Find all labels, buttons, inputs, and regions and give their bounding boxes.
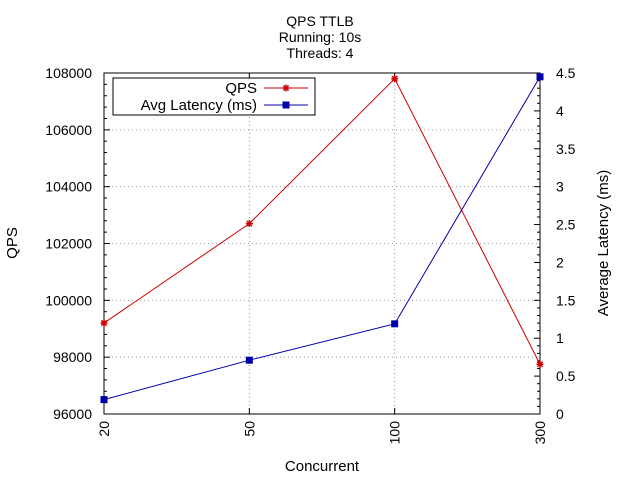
- ticks-layer: 20 50 100 300960009800010000010200010400010…: [45, 65, 575, 444]
- legend: QPS Avg Latency (ms): [112, 77, 316, 116]
- x-axis-label: Concurrent: [285, 458, 360, 475]
- y-tick-label-right: 1: [556, 330, 564, 346]
- x-tick-label: 300: [532, 421, 548, 445]
- legend-label-qps: QPS: [225, 80, 257, 97]
- series-layer: [100, 73, 544, 404]
- legend-point-latency: [282, 101, 290, 109]
- y-tick-label-right: 1.5: [556, 292, 576, 308]
- legend-box: [112, 77, 316, 116]
- y-tick-label-right: 0.5: [556, 368, 576, 384]
- y-tick-label-left: 96000: [53, 406, 92, 422]
- y-tick-label-right: 3: [556, 179, 564, 195]
- latency-point-300: [536, 73, 544, 81]
- x-tick-label: 100: [387, 421, 403, 445]
- y-tick-label-left: 106000: [45, 122, 92, 138]
- latency-point-50: [245, 356, 253, 364]
- y-tick-label-left: 102000: [45, 236, 92, 252]
- title-line-3: Threads: 4: [287, 45, 354, 61]
- y-tick-label-right: 2.5: [556, 217, 576, 233]
- y-axis-label-right: Average Latency (ms): [595, 170, 612, 316]
- title-line-1: QPS TTLB: [286, 13, 353, 29]
- title-line-2: Running: 10s: [279, 29, 362, 45]
- series-line-latency: [103, 76, 541, 401]
- chart-title: QPS TTLB Running: 10s Threads: 4: [279, 13, 362, 61]
- grid-layer: [104, 73, 540, 414]
- latency-point-20: [100, 396, 108, 404]
- qps-point-50: [245, 220, 253, 228]
- y-tick-label-right: 2: [556, 254, 564, 270]
- latency-point-100: [391, 320, 399, 328]
- qps-point-300: [536, 360, 544, 368]
- y-tick-label-left: 98000: [53, 349, 92, 365]
- qps-point-100: [391, 75, 399, 83]
- series-line-qps: [103, 77, 541, 365]
- y-tick-label-right: 0: [556, 406, 564, 422]
- y-tick-label-right: 4.5: [556, 65, 576, 81]
- y-tick-label-right: 4: [556, 103, 564, 119]
- legend-label-latency: Avg Latency (ms): [141, 97, 257, 114]
- x-tick-label: 50: [241, 421, 257, 437]
- legend-point-qps: [282, 84, 290, 92]
- y-axis-label-left: QPS: [4, 227, 21, 259]
- y-tick-label-left: 100000: [45, 292, 92, 308]
- qps-point-20: [100, 319, 108, 327]
- legend-marker-qps: [282, 84, 290, 92]
- y-tick-label-right: 3.5: [556, 141, 576, 157]
- legend-marker-latency: [282, 101, 290, 109]
- y-tick-label-left: 108000: [45, 65, 92, 81]
- y-tick-label-left: 104000: [45, 179, 92, 195]
- x-tick-label: 20: [96, 421, 112, 437]
- plot-frame: [103, 72, 541, 415]
